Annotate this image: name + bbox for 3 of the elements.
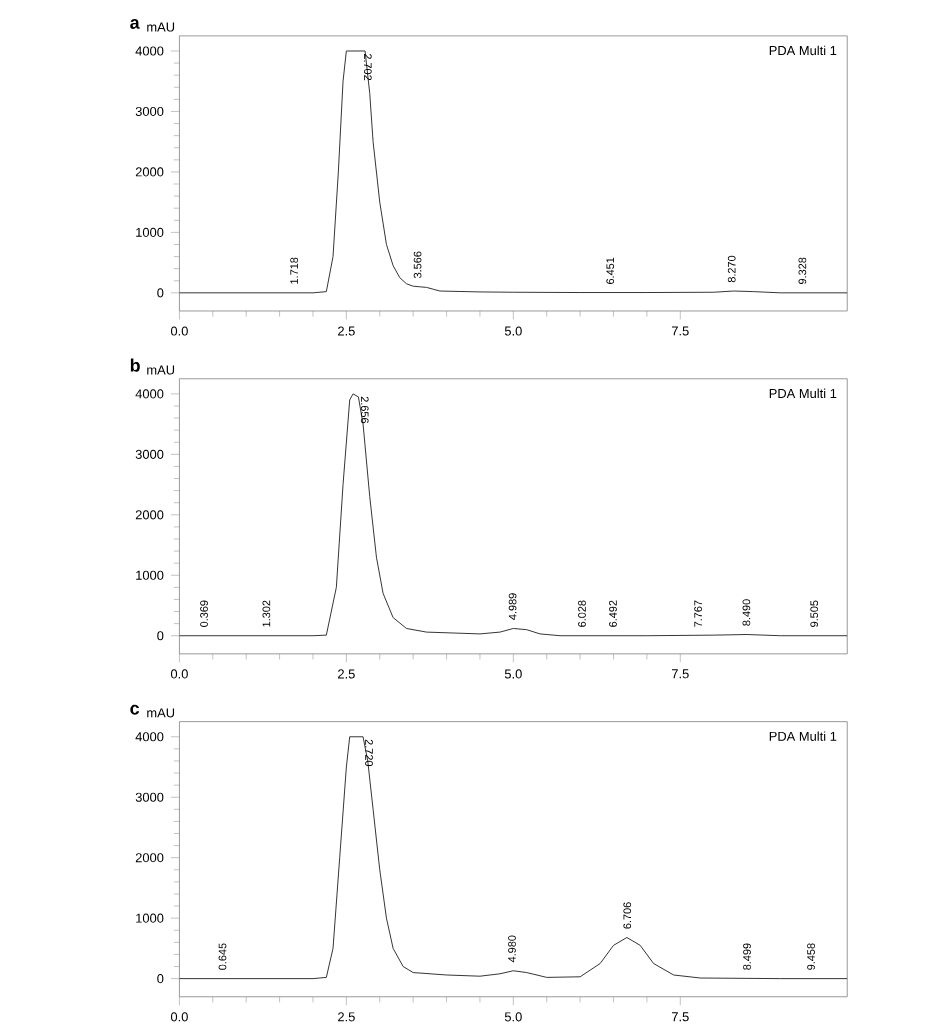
chart-title: c: [129, 704, 139, 715]
chart-title: a: [129, 19, 140, 29]
chart-title: b: [130, 358, 140, 372]
